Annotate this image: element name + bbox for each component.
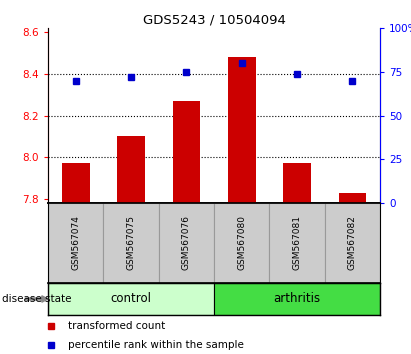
Bar bbox=[173, 101, 200, 203]
Text: GSM567076: GSM567076 bbox=[182, 216, 191, 270]
Text: disease state: disease state bbox=[2, 294, 72, 304]
Bar bbox=[214, 203, 269, 283]
Text: transformed count: transformed count bbox=[68, 321, 165, 331]
Bar bbox=[117, 136, 145, 203]
Text: control: control bbox=[111, 292, 152, 306]
Bar bbox=[283, 164, 311, 203]
Bar bbox=[62, 164, 90, 203]
Bar bbox=[48, 203, 103, 283]
Text: GSM567075: GSM567075 bbox=[127, 216, 136, 270]
Bar bbox=[103, 203, 159, 283]
Text: GSM567080: GSM567080 bbox=[237, 216, 246, 270]
Bar bbox=[325, 203, 380, 283]
Text: GSM567074: GSM567074 bbox=[71, 216, 80, 270]
Text: arthritis: arthritis bbox=[273, 292, 321, 306]
Bar bbox=[214, 283, 380, 315]
Bar bbox=[339, 193, 366, 203]
Bar bbox=[48, 283, 214, 315]
Text: GSM567081: GSM567081 bbox=[293, 216, 302, 270]
Title: GDS5243 / 10504094: GDS5243 / 10504094 bbox=[143, 14, 285, 27]
Bar bbox=[269, 203, 325, 283]
Text: percentile rank within the sample: percentile rank within the sample bbox=[68, 341, 244, 350]
Bar bbox=[228, 57, 256, 203]
Text: GSM567082: GSM567082 bbox=[348, 216, 357, 270]
Bar bbox=[159, 203, 214, 283]
